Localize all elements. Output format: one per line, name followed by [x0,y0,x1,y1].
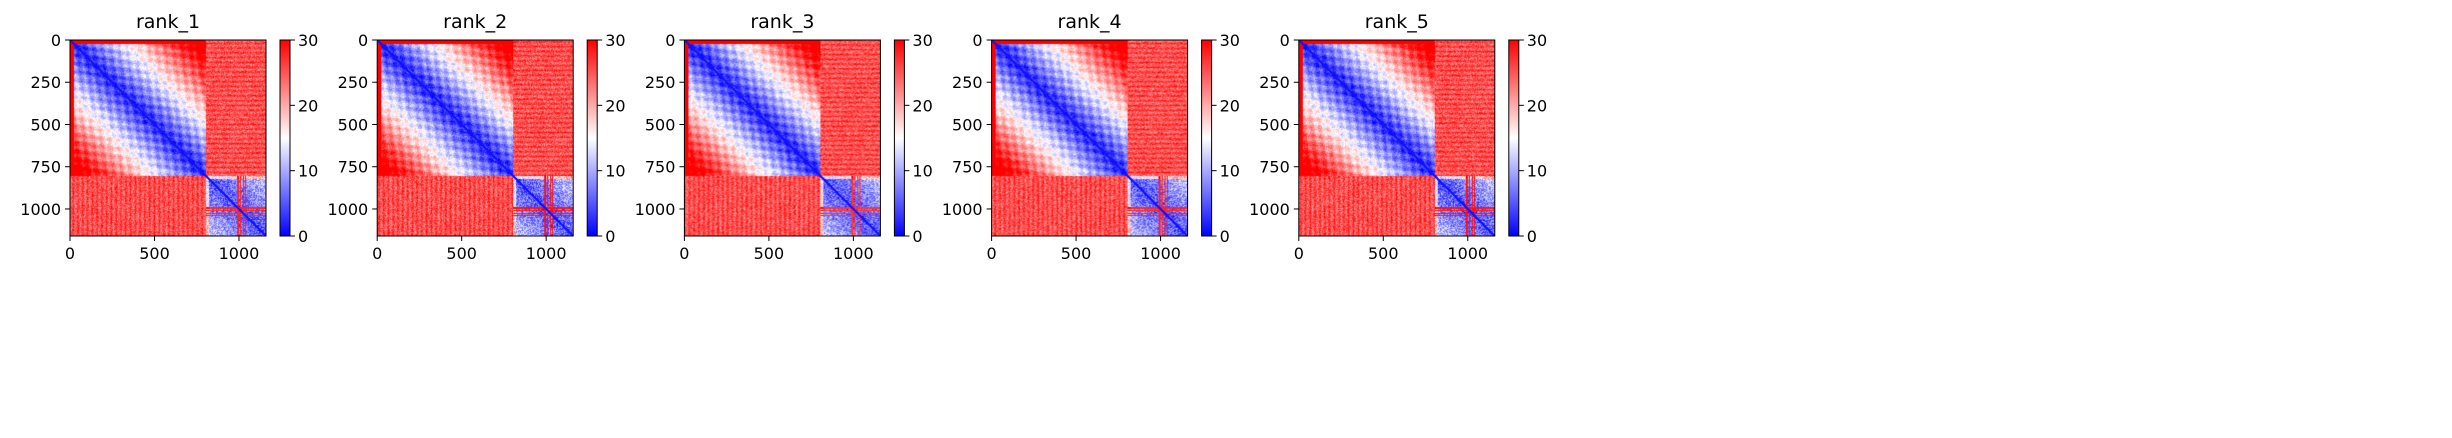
x-tick-label: 1000 [526,244,567,263]
y-tick-label: 250 [338,73,369,92]
y-tick-label: 500 [645,115,676,134]
heatmap-panel-3: rank_3 0 500 1000 0 250 500 750 1000 0 10 20 30 [635,11,933,263]
y-tick-label: 250 [30,73,61,92]
colorbar-tick-label: 0 [1220,227,1230,246]
axes-frame [1298,39,1496,237]
y-tick-label: 0 [972,31,982,50]
x-tick-label: 500 [1368,244,1399,263]
heatmap-image [1298,40,1495,236]
heatmap-panel-5: rank_5 0 500 1000 0 250 500 750 1000 0 10 20 30 [1249,11,1547,263]
x-tick-label: 1000 [1447,244,1488,263]
y-tick-label: 0 [358,31,368,50]
y-tick-label: 250 [1259,73,1290,92]
heatmap-panel-2: rank_2 0 500 1000 0 250 500 750 1000 0 10 20 30 [327,11,625,263]
colorbar-tick-label: 0 [298,227,308,246]
y-tick-label: 250 [645,73,676,92]
x-tick-label: 0 [1294,244,1304,263]
x-tick-label: 0 [987,244,997,263]
y-tick-label: 750 [645,158,676,177]
colorbar [1508,39,1520,237]
y-tick-label: 0 [665,31,675,50]
colorbar-tick-label: 0 [1527,227,1537,246]
y-tick-label: 1000 [20,200,61,219]
y-tick-label: 0 [51,31,61,50]
x-tick-label: 0 [679,244,689,263]
y-tick-label: 750 [30,158,61,177]
y-tick-label: 1000 [942,200,983,219]
y-tick-label: 500 [952,115,983,134]
heatmap-image [377,40,574,236]
panel-title: rank_2 [443,11,507,33]
x-tick-label: 500 [446,244,477,263]
x-tick-label: 500 [754,244,785,263]
y-tick-label: 750 [1259,158,1290,177]
colorbar-tick-label: 20 [912,96,932,115]
colorbar-tick-label: 30 [1220,31,1240,50]
heatmap-panel-4: rank_4 0 500 1000 0 250 500 750 1000 0 10 20 30 [942,11,1240,263]
colorbar-tick-label: 10 [605,162,625,181]
x-tick-label: 0 [65,244,75,263]
x-tick-label: 1000 [1140,244,1181,263]
colorbar-tick-label: 20 [1527,96,1547,115]
y-tick-label: 500 [338,115,369,134]
y-tick-label: 1000 [327,200,368,219]
panel-title: rank_3 [750,11,814,33]
colorbar [586,39,598,237]
colorbar-tick-label: 20 [298,96,318,115]
x-tick-label: 1000 [219,244,260,263]
y-tick-label: 0 [1280,31,1290,50]
colorbar-tick-label: 0 [605,227,615,246]
colorbar-tick-label: 30 [298,31,318,50]
y-tick-label: 500 [1259,115,1290,134]
heatmap-image [70,40,266,236]
colorbar-tick-label: 30 [912,31,932,50]
colorbar-tick-label: 10 [298,162,318,181]
y-tick-label: 500 [30,115,61,134]
colorbar-tick-label: 10 [912,162,932,181]
axes-frame [991,39,1189,237]
x-tick-label: 0 [372,244,382,263]
y-tick-label: 1000 [1249,200,1290,219]
colorbar-tick-label: 20 [1220,96,1240,115]
colorbar [279,39,291,237]
y-tick-label: 750 [338,158,369,177]
axes-frame [69,39,267,237]
colorbar-tick-label: 20 [605,96,625,115]
colorbar-tick-label: 0 [912,227,922,246]
colorbar [893,39,905,237]
heatmap-image [991,40,1188,236]
y-tick-label: 1000 [635,200,676,219]
x-tick-label: 1000 [833,244,874,263]
panel-title: rank_4 [1058,11,1122,33]
axes-frame [683,39,881,237]
panel-title: rank_1 [136,11,200,33]
y-tick-label: 750 [952,158,983,177]
x-tick-label: 500 [1061,244,1092,263]
colorbar-tick-label: 30 [1527,31,1547,50]
colorbar [1201,39,1213,237]
colorbar-tick-label: 10 [1220,162,1240,181]
heatmap-image [684,40,881,236]
colorbar-tick-label: 10 [1527,162,1547,181]
axes-frame [376,39,574,237]
x-tick-label: 500 [139,244,170,263]
panel-title: rank_5 [1365,11,1429,33]
y-tick-label: 250 [952,73,983,92]
colorbar-tick-label: 30 [605,31,625,50]
heatmap-panel-1: rank_1 0 500 1000 0 250 500 750 1000 0 10 20 30 [20,11,318,263]
